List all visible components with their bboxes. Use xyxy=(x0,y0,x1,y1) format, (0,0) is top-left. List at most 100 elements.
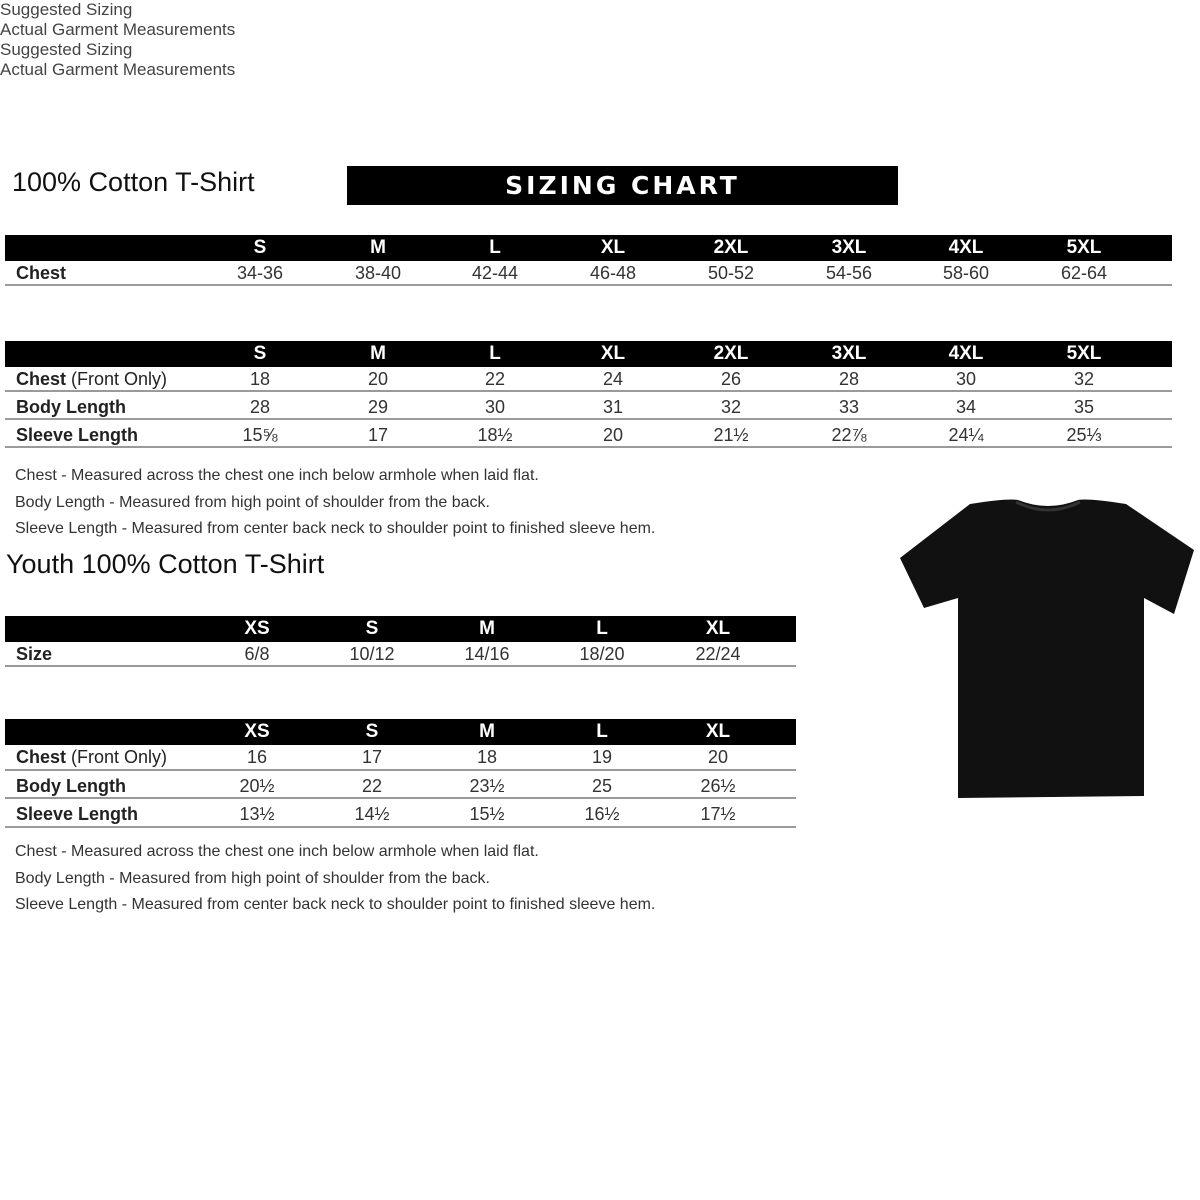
adult-actual-row-label: Chest (Front Only) xyxy=(16,369,167,390)
tshirt-icon xyxy=(900,499,1194,798)
adult-actual-cell: 24¼ xyxy=(948,425,984,445)
adult-actual-cell: 29 xyxy=(367,397,389,417)
adult-actual-cell: 30 xyxy=(955,369,977,389)
adult-actual-cell: 28 xyxy=(249,397,271,417)
adult-actual-cell: 35 xyxy=(1073,397,1095,417)
row-divider xyxy=(5,797,796,799)
adult-suggested-cell: 54-56 xyxy=(825,263,873,283)
adult-suggested-size-header: 5XL xyxy=(1066,237,1102,258)
youth-actual-cell: 14½ xyxy=(354,804,390,824)
youth-suggested-cell: 10/12 xyxy=(349,644,395,664)
youth-actual-cell: 19 xyxy=(591,747,613,767)
youth-suggested-size-header: XS xyxy=(244,618,270,639)
adult-actual-cell: 18½ xyxy=(477,425,513,445)
youth-actual-cell: 18 xyxy=(476,747,498,767)
adult-actual-row-label: Body Length xyxy=(16,397,126,418)
measurement-note: Chest - Measured across the chest one in… xyxy=(15,467,539,484)
adult-actual-cell: 18 xyxy=(249,369,271,389)
youth-actual-size-header: M xyxy=(479,721,495,742)
youth-actual-cell: 16½ xyxy=(584,804,620,824)
adult-actual-label: Actual Garment Measurements xyxy=(0,20,236,39)
adult-suggested-cell: 38-40 xyxy=(354,263,402,283)
youth-actual-label: Actual Garment Measurements xyxy=(0,60,236,79)
adult-actual-size-header: S xyxy=(253,343,267,364)
adult-actual-cell: 20 xyxy=(367,369,389,389)
adult-actual-size-header: XL xyxy=(600,343,626,364)
adult-suggested-size-header: XL xyxy=(600,237,626,258)
measurement-note: Body Length - Measured from high point o… xyxy=(15,869,490,887)
adult-actual-size-header: L xyxy=(489,343,501,364)
adult-actual-size-header: 5XL xyxy=(1066,343,1102,364)
youth-actual-row-label: Chest (Front Only) xyxy=(16,747,167,768)
row-divider xyxy=(5,284,1172,286)
youth-actual-cell: 20 xyxy=(707,747,729,767)
measurement-note: Chest - Measured across the chest one in… xyxy=(15,843,539,860)
adult-actual-cell: 28 xyxy=(838,369,860,389)
youth-suggested-label: Suggested Sizing xyxy=(0,40,133,59)
adult-suggested-size-header: 4XL xyxy=(948,237,984,258)
row-divider xyxy=(5,418,1172,420)
adult-actual-cell: 22 xyxy=(484,369,506,389)
adult-actual-cell: 17 xyxy=(367,425,389,445)
youth-actual-cell: 23½ xyxy=(469,775,505,796)
adult-suggested-size-header: S xyxy=(253,237,267,258)
row-divider xyxy=(5,446,1172,448)
adult-suggested-size-header: 3XL xyxy=(831,237,867,258)
youth-suggested-row-label: Size xyxy=(16,644,52,665)
sizing-chart-banner: SIZING CHART xyxy=(347,166,898,205)
adult-actual-row-label: Sleeve Length xyxy=(16,425,138,446)
youth-actual-header-bar xyxy=(5,719,796,745)
adult-suggested-cell: 34-36 xyxy=(236,263,284,283)
youth-actual-cell: 22 xyxy=(361,775,383,796)
adult-actual-cell: 31 xyxy=(602,397,624,417)
youth-actual-row-label: Body Length xyxy=(16,776,126,797)
youth-actual-cell: 16 xyxy=(246,747,268,767)
adult-suggested-cell: 62-64 xyxy=(1060,263,1108,283)
adult-suggested-size-header: 2XL xyxy=(713,237,749,258)
measurement-note: Body Length - Measured from high point o… xyxy=(15,493,490,511)
adult-actual-size-header: M xyxy=(370,343,386,364)
youth-suggested-cell: 14/16 xyxy=(464,644,510,664)
youth-suggested-size-header: M xyxy=(479,618,495,639)
adult-suggested-cell: 58-60 xyxy=(942,263,990,283)
youth-actual-cell: 17½ xyxy=(700,804,736,824)
youth-actual-cell: 17 xyxy=(361,747,383,767)
adult-actual-cell: 32 xyxy=(1073,369,1095,389)
row-label-text: Size xyxy=(16,644,53,664)
youth-actual-cell: 15½ xyxy=(469,804,505,824)
measurement-note: Sleeve Length - Measured from center bac… xyxy=(15,520,656,537)
adult-actual-header-bar xyxy=(5,341,1172,367)
row-label-text: Chest xyxy=(16,263,67,283)
adult-actual-size-header: 3XL xyxy=(831,343,867,364)
row-label-text: Chest xyxy=(16,747,67,767)
adult-actual-cell: 20 xyxy=(602,425,624,445)
adult-actual-cell: 22⅞ xyxy=(831,425,867,445)
youth-actual-size-header: XS xyxy=(244,721,270,742)
adult-actual-cell: 30 xyxy=(484,397,506,417)
row-label-text: Sleeve Length xyxy=(16,425,139,445)
adult-actual-size-header: 2XL xyxy=(713,343,749,364)
adult-suggested-size-header: L xyxy=(489,237,501,258)
adult-actual-cell: 34 xyxy=(955,397,977,417)
adult-actual-cell: 32 xyxy=(720,397,742,417)
row-label-text: Chest xyxy=(16,369,67,389)
row-label-note: (Front Only) xyxy=(66,747,168,767)
adult-actual-cell: 33 xyxy=(838,397,860,417)
row-divider xyxy=(5,390,1172,392)
adult-actual-cell: 15⅝ xyxy=(242,425,278,445)
youth-suggested-cell: 18/20 xyxy=(579,644,625,664)
youth-actual-size-header: S xyxy=(365,721,379,742)
youth-title: Youth 100% Cotton T-Shirt xyxy=(6,549,325,579)
youth-actual-cell: 13½ xyxy=(239,804,275,824)
row-label-note: (Front Only) xyxy=(66,369,168,389)
adult-suggested-cell: 46-48 xyxy=(589,263,637,283)
youth-actual-size-header: L xyxy=(596,721,608,742)
youth-actual-row-label: Sleeve Length xyxy=(16,804,138,825)
adult-actual-cell: 21½ xyxy=(713,425,749,445)
adult-suggested-size-header: M xyxy=(370,237,386,258)
adult-actual-size-header: 4XL xyxy=(948,343,984,364)
row-label-text: Sleeve Length xyxy=(16,804,139,824)
youth-actual-cell: 25 xyxy=(591,775,613,796)
row-label-text: Body Length xyxy=(16,775,126,796)
adult-suggested-row-label: Chest xyxy=(16,263,66,284)
